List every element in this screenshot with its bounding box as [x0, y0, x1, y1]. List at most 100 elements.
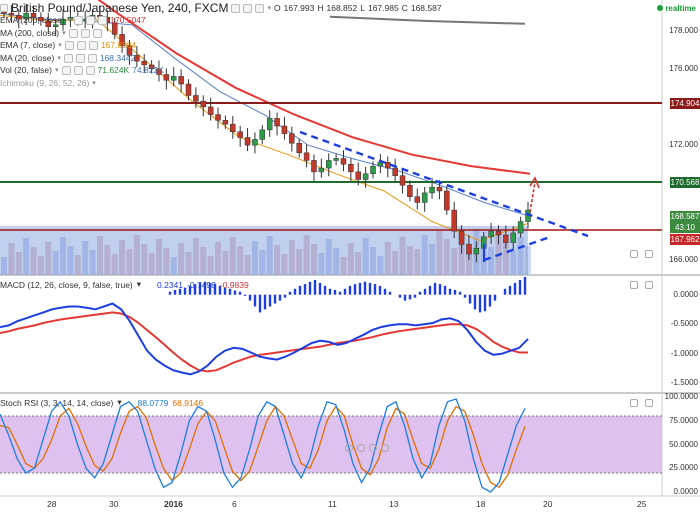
indicator-row-ma20[interactable]: MA (20, close) ▾ 168.3442: [0, 52, 442, 65]
menu-arrow-icon[interactable]: ▾: [92, 79, 96, 87]
eye-icon[interactable]: [63, 53, 73, 63]
volume-bar: [281, 254, 288, 275]
macd-hist-bar: [258, 294, 262, 313]
candle-body: [510, 232, 516, 243]
main-pane-bg: [0, 0, 662, 275]
eye-icon[interactable]: [231, 3, 241, 13]
stoch-band: [0, 416, 662, 473]
candle-body: [111, 22, 118, 35]
volume-bar: [488, 247, 495, 275]
candle-body: [355, 171, 362, 180]
time-tick-label: 25: [637, 499, 647, 509]
volume-bar: [15, 252, 22, 275]
macd-hist-bar: [378, 285, 382, 295]
stoch-k-value: 88.0779: [137, 397, 169, 408]
scroll-left-icon[interactable]: [369, 444, 377, 452]
close-icon[interactable]: [85, 66, 95, 76]
volume-bar: [119, 240, 126, 275]
pane-close-icon[interactable]: [645, 281, 653, 289]
ohlc-l-value: 167.985: [367, 2, 399, 13]
volume-bar: [148, 253, 155, 275]
menu-arrow-icon[interactable]: ▾: [67, 17, 72, 25]
macd-hist-bar: [448, 288, 452, 295]
eye-icon[interactable]: [61, 66, 71, 76]
ohlc-o-value: 167.993: [283, 2, 315, 13]
candle-body: [488, 230, 494, 238]
close-icon[interactable]: [88, 41, 98, 51]
realtime-label: realtime: [657, 4, 696, 13]
macd-hist-bar: [443, 285, 447, 295]
volume-bar: [82, 241, 89, 275]
volume-bar: [67, 246, 74, 275]
pane-maximize-icon[interactable]: [645, 250, 653, 258]
candle-body: [38, 16, 44, 22]
candle-body: [244, 137, 251, 146]
settings-icon[interactable]: [243, 3, 253, 13]
menu-arrow-icon[interactable]: ▾: [57, 54, 61, 62]
projection-arrow[interactable]: [529, 181, 536, 213]
macd-hist-bar: [208, 282, 212, 295]
macd-hist-bar: [383, 288, 387, 295]
settings-icon[interactable]: [76, 41, 86, 51]
close-icon[interactable]: [87, 53, 97, 63]
settings-icon[interactable]: [73, 66, 83, 76]
macd-hist-bar: [278, 294, 282, 301]
menu-arrow-icon[interactable]: ▾: [58, 42, 62, 50]
indicator-row-volume[interactable]: Vol (20, false) ▾ 71.624K 74.822K: [0, 65, 442, 78]
volume-bar: [355, 252, 362, 275]
pane-up-icon[interactable]: [630, 250, 638, 258]
menu-arrow-icon[interactable]: ▾: [136, 279, 142, 289]
scroll-controls: [345, 444, 389, 452]
collapse-icon[interactable]: [0, 4, 8, 13]
settings-icon[interactable]: [86, 16, 96, 26]
candle-body: [414, 196, 421, 203]
ohlc-l-key: L: [360, 2, 365, 13]
indicator-row-ema200[interactable]: EMA (200, close) ▾ 170.5047: [0, 15, 442, 28]
eye-icon[interactable]: [64, 41, 74, 51]
eye-icon[interactable]: [74, 16, 84, 26]
indicator-row-ema7[interactable]: EMA (7, close) ▾ 167.8584: [0, 40, 442, 53]
settings-icon[interactable]: [75, 53, 85, 63]
price-tick-label: 166.000: [669, 254, 698, 264]
macd-hist-bar: [273, 294, 277, 304]
volume-bar: [89, 250, 96, 275]
settings-icon[interactable]: [80, 28, 90, 38]
time-tick-label: 11: [328, 499, 337, 509]
close-icon[interactable]: [92, 28, 102, 38]
volume-bar: [377, 256, 384, 275]
macd-hist-bar: [438, 284, 442, 295]
menu-arrow-icon[interactable]: ▾: [117, 397, 122, 407]
macd-hist-bar: [318, 282, 322, 295]
close-icon[interactable]: [98, 16, 108, 26]
candle-body: [141, 60, 147, 66]
menu-arrow-icon[interactable]: ▾: [267, 4, 271, 12]
ohlc-c-key: C: [401, 2, 408, 13]
volume-bar: [399, 237, 406, 275]
scroll-right-icon[interactable]: [381, 444, 389, 452]
candle-body: [340, 158, 347, 165]
macd-hist-bar: [288, 291, 292, 295]
pane-up-icon[interactable]: [630, 399, 638, 407]
menu-arrow-icon[interactable]: ▾: [62, 29, 66, 37]
price-tag: 168.587: [670, 211, 700, 222]
macd-hist-bar: [228, 288, 232, 295]
drawing-annotations[interactable]: [299, 43, 700, 262]
pane-up-icon[interactable]: [630, 281, 638, 289]
macd-tick-label: -1.0000: [670, 348, 698, 358]
volume-bar: [288, 240, 295, 275]
menu-arrow-icon[interactable]: ▾: [54, 67, 59, 75]
indicator-row-ichimoku[interactable]: Ichimoku (9, 26, 52, 26) ▾: [0, 77, 442, 90]
upper-trendline[interactable]: [299, 130, 589, 238]
indicator-row-ma200[interactable]: MA (200, close) ▾: [0, 27, 442, 40]
close-icon[interactable]: [255, 3, 265, 13]
macd-hist-bar: [213, 284, 217, 295]
stoch-legend: Stoch RSI (3, 3, 14, 14, close) ▾ 88.077…: [0, 397, 203, 408]
zoom-in-icon[interactable]: [357, 444, 365, 452]
eye-icon[interactable]: [68, 28, 78, 38]
zoom-out-icon[interactable]: [345, 444, 353, 452]
indicator-name: Ichimoku (9, 26, 52, 26): [0, 77, 90, 88]
candle-body: [148, 64, 155, 70]
macd-hist-bar: [418, 291, 422, 295]
pane-close-icon[interactable]: [645, 399, 653, 407]
